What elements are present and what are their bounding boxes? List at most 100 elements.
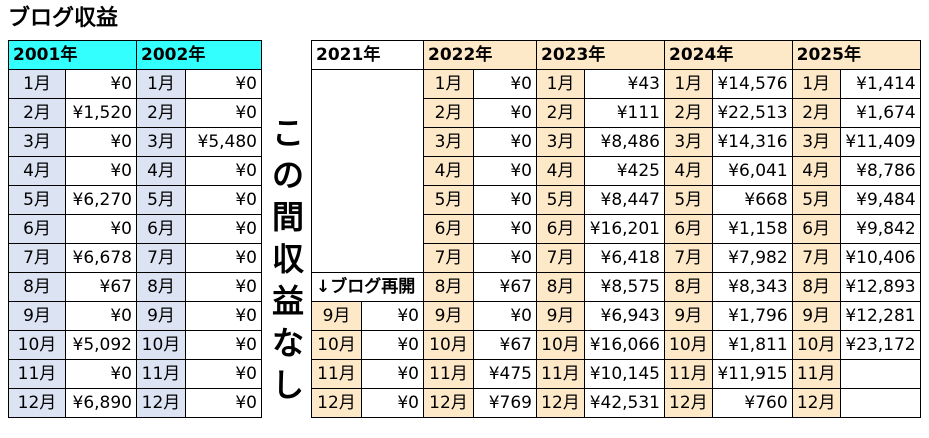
revenue-cell: ¥6,041 <box>711 156 793 186</box>
revenue-cell: ¥0 <box>473 156 537 186</box>
table-row: 7月 ¥6,678 7月 ¥0 <box>8 243 262 273</box>
month-cell: 5月 <box>423 185 474 215</box>
month-cell: 1月 <box>536 69 585 99</box>
revenue-cell: ¥43 <box>584 69 665 99</box>
revenue-cell: ¥0 <box>473 214 537 244</box>
revenue-cell: ¥14,576 <box>711 69 793 99</box>
month-cell: 8月 <box>136 272 186 302</box>
month-cell: 10月 <box>311 330 362 360</box>
month-cell: 12月 <box>311 388 362 418</box>
revenue-cell: ¥0 <box>185 214 262 244</box>
month-cell: 5月 <box>664 185 713 215</box>
month-cell: 12月 <box>664 388 713 418</box>
revenue-cell: ¥769 <box>473 388 537 418</box>
revenue-cell: ¥9,484 <box>839 185 921 215</box>
month-cell: 2月 <box>791 98 841 128</box>
right-revenue-table: 2021年 2022年 2023年 2024年 2025年 1月 ¥0 1月 ¥43 1月 ¥14,… <box>311 40 921 418</box>
revenue-cell <box>839 388 921 418</box>
table-row: 11月 ¥0 11月 ¥0 <box>8 359 262 389</box>
month-cell: 7月 <box>664 243 713 273</box>
revenue-cell: ¥0 <box>185 272 262 302</box>
month-cell: 4月 <box>423 156 474 186</box>
month-cell: 11月 <box>136 359 186 389</box>
revenue-cell: ¥23,172 <box>839 330 921 360</box>
revenue-cell: ¥111 <box>584 98 665 128</box>
revenue-cell: ¥5,092 <box>65 330 137 360</box>
revenue-cell: ¥67 <box>65 272 137 302</box>
month-cell: 10月 <box>791 330 841 360</box>
revenue-cell: ¥668 <box>711 185 793 215</box>
table-row: 4月 ¥0 4月 ¥425 4月 ¥6,041 4月 ¥8,786 <box>312 156 921 186</box>
revenue-cell: ¥0 <box>473 185 537 215</box>
revenue-cell: ¥12,893 <box>839 272 921 302</box>
revenue-cell: ¥6,270 <box>65 185 137 215</box>
revenue-cell: ¥8,343 <box>711 272 793 302</box>
table-row: 7月 ¥0 7月 ¥6,418 7月 ¥7,982 7月 ¥10,406 <box>312 243 921 273</box>
revenue-cell: ¥16,066 <box>584 330 665 360</box>
month-cell: 9月 <box>664 301 713 331</box>
month-cell: 2月 <box>8 98 66 128</box>
revenue-cell: ¥11,409 <box>839 127 921 157</box>
revenue-cell: ¥475 <box>473 359 537 389</box>
revenue-cell: ¥7,982 <box>711 243 793 273</box>
vertical-note-char: 益 <box>271 282 304 320</box>
revenue-cell: ¥0 <box>65 359 137 389</box>
revenue-cell: ¥760 <box>711 388 793 418</box>
month-cell: 10月 <box>8 330 66 360</box>
revenue-cell: ¥1,674 <box>839 98 921 128</box>
revenue-cell: ¥67 <box>473 272 537 302</box>
revenue-cell: ¥8,575 <box>584 272 665 302</box>
empty-2021-block <box>311 69 424 273</box>
revenue-cell: ¥425 <box>584 156 665 186</box>
revenue-cell: ¥0 <box>473 243 537 273</box>
revenue-cell: ¥0 <box>185 243 262 273</box>
revenue-cell: ¥0 <box>361 301 424 331</box>
table-row: 11月 ¥0 11月 ¥475 11月 ¥10,145 11月 ¥11,915 11月 <box>311 359 921 389</box>
month-cell: 7月 <box>8 243 66 273</box>
revenue-cell: ¥9,842 <box>839 214 921 244</box>
revenue-cell: ¥0 <box>185 98 262 128</box>
month-cell: 9月 <box>8 301 66 331</box>
revenue-cell: ¥0 <box>361 330 424 360</box>
year-header: 2024年 <box>664 40 793 70</box>
revenue-cell: ¥0 <box>361 359 424 389</box>
month-cell: 5月 <box>536 185 585 215</box>
table-row: ↓ブログ再開 8月 ¥67 8月 ¥8,575 8月 ¥8,343 8月 ¥12,893 <box>311 272 921 302</box>
revenue-cell: ¥0 <box>185 359 262 389</box>
revenue-cell: ¥8,486 <box>584 127 665 157</box>
revenue-cell <box>839 359 921 389</box>
vertical-note-char: し <box>271 366 304 404</box>
month-cell: 3月 <box>791 127 841 157</box>
resume-note: ↓ブログ再開 <box>311 272 424 302</box>
month-cell: 8月 <box>423 272 474 302</box>
revenue-cell: ¥0 <box>65 301 137 331</box>
month-cell: 11月 <box>791 359 841 389</box>
month-cell: 10月 <box>136 330 186 360</box>
revenue-cell: ¥42,531 <box>584 388 665 418</box>
revenue-cell: ¥22,513 <box>711 98 793 128</box>
revenue-cell: ¥8,786 <box>839 156 921 186</box>
revenue-cell: ¥14,316 <box>711 127 793 157</box>
year-header: 2001年 <box>8 40 137 70</box>
month-cell: 12月 <box>791 388 841 418</box>
revenue-cell: ¥0 <box>65 214 137 244</box>
revenue-cell: ¥0 <box>473 69 537 99</box>
revenue-cell: ¥0 <box>185 156 262 186</box>
month-cell: 7月 <box>536 243 585 273</box>
revenue-cell: ¥10,406 <box>839 243 921 273</box>
revenue-cell: ¥0 <box>185 301 262 331</box>
month-cell: 10月 <box>423 330 474 360</box>
revenue-cell: ¥1,811 <box>711 330 793 360</box>
revenue-cell: ¥0 <box>185 185 262 215</box>
table-row: 5月 ¥6,270 5月 ¥0 <box>8 185 262 215</box>
month-cell: 2月 <box>423 98 474 128</box>
month-cell: 1月 <box>791 69 841 99</box>
table-row: 2月 ¥1,520 2月 ¥0 <box>8 98 262 128</box>
table-row: 4月 ¥0 4月 ¥0 <box>8 156 262 186</box>
month-cell: 11月 <box>423 359 474 389</box>
month-cell: 9月 <box>311 301 362 331</box>
revenue-cell: ¥0 <box>473 301 537 331</box>
year-header: 2002年 <box>136 40 262 70</box>
month-cell: 5月 <box>791 185 841 215</box>
page-title: ブログ収益 <box>8 6 119 31</box>
